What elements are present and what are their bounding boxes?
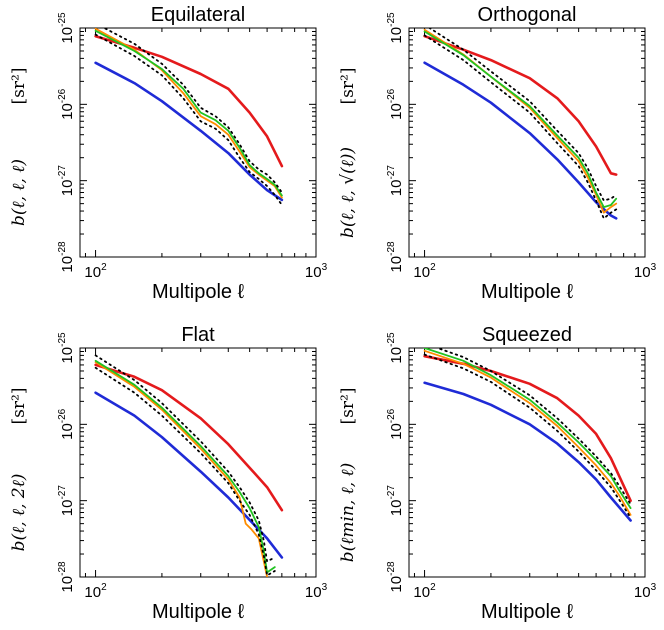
plot-frame bbox=[79, 27, 317, 258]
x-tick-label: 103 bbox=[634, 262, 657, 281]
x-tick-label: 103 bbox=[305, 262, 328, 281]
y-tick-label: 10-25 bbox=[386, 12, 405, 44]
x-tick-label: 102 bbox=[84, 262, 107, 281]
series-group bbox=[423, 28, 618, 220]
series-line-1 bbox=[94, 61, 284, 202]
series-line-2 bbox=[423, 349, 632, 516]
series-line-5 bbox=[423, 353, 632, 519]
series-line-5 bbox=[94, 366, 276, 577]
y-tick-label: 10-26 bbox=[386, 88, 405, 120]
series-line-4 bbox=[102, 28, 283, 194]
y-tick-label: 10-28 bbox=[386, 561, 405, 593]
y-axis-label: b(ℓmin, ℓ, ℓ) bbox=[338, 463, 358, 563]
series-line-0 bbox=[94, 34, 284, 168]
y-axis-unit: [sr²] bbox=[338, 68, 358, 105]
chart-panel-3: 102 103 10-28 10-27 10-26 10-25 Squeezed Multip… bbox=[338, 324, 657, 623]
series-line-0 bbox=[423, 354, 632, 503]
y-tick-label: 10-25 bbox=[57, 332, 76, 364]
chart-title: Orthogonal bbox=[478, 4, 577, 26]
chart-title: Squeezed bbox=[482, 324, 572, 346]
y-tick-label: 10-27 bbox=[57, 485, 76, 517]
series-line-3 bbox=[423, 348, 632, 510]
x-axis-label: Multipole ℓ bbox=[152, 601, 245, 623]
y-tick-label: 10-26 bbox=[386, 408, 405, 440]
y-tick-label: 10-28 bbox=[57, 241, 76, 273]
x-tick-label: 103 bbox=[634, 582, 657, 601]
series-line-3 bbox=[94, 359, 276, 574]
y-tick-label: 10-28 bbox=[57, 561, 76, 593]
x-axis-label: Multipole ℓ bbox=[481, 281, 574, 303]
plot-frame bbox=[79, 347, 317, 578]
y-tick-label: 10-27 bbox=[386, 485, 405, 517]
plot-frame bbox=[408, 27, 646, 258]
y-tick-label: 10-27 bbox=[57, 165, 76, 197]
series-group bbox=[94, 354, 284, 577]
x-tick-label: 102 bbox=[413, 262, 436, 281]
x-tick-label: 102 bbox=[413, 582, 436, 601]
x-axis-label: Multipole ℓ bbox=[481, 601, 574, 623]
x-tick-label: 103 bbox=[305, 582, 328, 601]
x-tick-label: 102 bbox=[84, 582, 107, 601]
series-line-1 bbox=[423, 61, 618, 220]
plot-frame bbox=[408, 347, 646, 578]
y-tick-label: 10-26 bbox=[57, 408, 76, 440]
x-axis-label: Multipole ℓ bbox=[152, 281, 245, 303]
y-axis-label: b(ℓ, ℓ, √(ℓ)) bbox=[338, 147, 358, 238]
chart-title: Flat bbox=[181, 324, 215, 346]
series-line-4 bbox=[434, 348, 632, 506]
y-tick-label: 10-28 bbox=[386, 241, 405, 273]
chart-panel-1: 102 103 10-28 10-27 10-26 10-25 Orthogonal Mult… bbox=[338, 4, 657, 303]
series-group bbox=[94, 28, 284, 206]
chart-panel-0: 102 103 10-28 10-27 10-26 10-25 Equilateral Mul… bbox=[9, 4, 328, 303]
series-line-2 bbox=[94, 361, 269, 577]
series-line-2 bbox=[423, 28, 618, 214]
chart-title: Equilateral bbox=[151, 4, 246, 26]
y-axis-unit: [sr²] bbox=[9, 388, 29, 425]
y-axis-label: b(ℓ, ℓ, ℓ) bbox=[9, 159, 29, 226]
chart-panel-2: 102 103 10-28 10-27 10-26 10-25 Flat Multipole … bbox=[9, 324, 328, 623]
y-axis-unit: [sr²] bbox=[338, 388, 358, 425]
y-axis-label: b(ℓ, ℓ, 2ℓ) bbox=[9, 474, 29, 552]
series-line-1 bbox=[94, 391, 284, 559]
y-tick-label: 10-25 bbox=[57, 12, 76, 44]
series-group bbox=[423, 348, 632, 522]
series-line-2 bbox=[94, 28, 283, 199]
series-line-3 bbox=[423, 30, 618, 209]
series-line-5 bbox=[423, 34, 618, 220]
series-line-5 bbox=[94, 33, 283, 206]
series-line-0 bbox=[423, 34, 618, 176]
y-tick-label: 10-25 bbox=[386, 332, 405, 364]
y-axis-unit: [sr²] bbox=[9, 68, 29, 105]
series-line-1 bbox=[423, 381, 632, 522]
series-line-3 bbox=[94, 29, 283, 197]
y-tick-label: 10-26 bbox=[57, 88, 76, 120]
y-tick-label: 10-27 bbox=[386, 165, 405, 197]
series-line-0 bbox=[94, 363, 284, 512]
